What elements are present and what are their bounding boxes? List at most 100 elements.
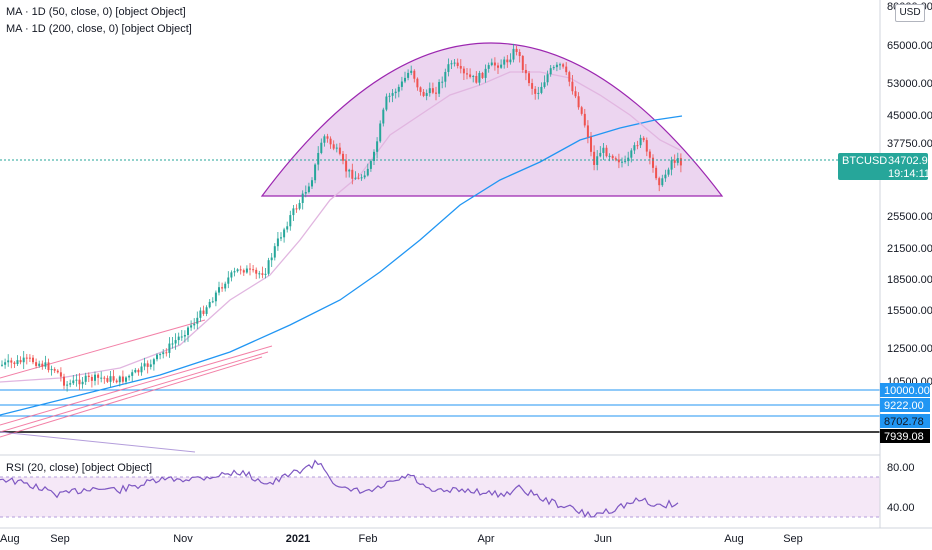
rsi-tick-label: 40.00 bbox=[887, 502, 915, 514]
price-tick-label: 53000.00 bbox=[887, 78, 932, 90]
candle-body bbox=[444, 71, 447, 82]
candle-body bbox=[230, 272, 233, 278]
trend-line-2 bbox=[0, 351, 269, 433]
candle-body bbox=[258, 273, 261, 275]
candle-body bbox=[109, 376, 112, 382]
time-tick-label: Aug bbox=[0, 533, 20, 545]
candle-body bbox=[546, 74, 549, 83]
candle-body bbox=[47, 362, 50, 371]
candle-body bbox=[664, 174, 667, 179]
candle-body bbox=[493, 62, 496, 66]
legend-rsi[interactable]: RSI (20, close) [object Object] bbox=[6, 462, 153, 474]
time-axis[interactable]: Aug Sep Nov 2021 Feb Apr Jun Aug Sep bbox=[0, 533, 803, 545]
candle-body bbox=[404, 77, 406, 82]
time-tick-label: 2021 bbox=[286, 533, 310, 545]
candle-body bbox=[410, 70, 413, 73]
price-tick-label: 25500.00 bbox=[887, 211, 932, 223]
candle-body bbox=[22, 357, 25, 363]
candle-body bbox=[314, 164, 317, 181]
candle-body bbox=[407, 72, 410, 78]
candle-body bbox=[373, 151, 375, 161]
candle-body bbox=[345, 160, 348, 172]
candle-body bbox=[261, 273, 264, 275]
candle-body bbox=[190, 325, 193, 328]
candle-body bbox=[617, 159, 620, 163]
candle-body bbox=[490, 62, 493, 66]
candle-body bbox=[580, 107, 583, 114]
candle-body bbox=[273, 246, 276, 258]
candle-body bbox=[323, 136, 326, 143]
candle-body bbox=[335, 147, 338, 149]
candle-body bbox=[379, 123, 382, 142]
candle-body bbox=[134, 369, 137, 373]
trend-lines bbox=[0, 319, 273, 438]
candle-body bbox=[87, 375, 90, 377]
trend-line-down bbox=[0, 431, 196, 453]
candle-body bbox=[475, 75, 478, 83]
candle-body bbox=[125, 377, 127, 382]
candle-body bbox=[369, 160, 372, 169]
candle-body bbox=[81, 381, 84, 385]
price-tick-label: 21500.00 bbox=[887, 243, 932, 255]
price-tick-label: 15500.00 bbox=[887, 305, 932, 317]
candle-body bbox=[84, 375, 87, 382]
candle-body bbox=[118, 376, 121, 383]
level-badge bbox=[880, 383, 930, 397]
candle-body bbox=[94, 374, 96, 381]
candle-body bbox=[661, 178, 664, 186]
candle-body bbox=[187, 327, 189, 336]
candle-body bbox=[137, 369, 140, 373]
candle-body bbox=[574, 91, 577, 97]
candle-body bbox=[503, 59, 506, 65]
candle-body bbox=[298, 202, 301, 209]
legend-ma50[interactable]: MA · 1D (50, close, 0) [object Object] bbox=[6, 6, 186, 18]
candle-body bbox=[624, 161, 627, 163]
rsi-axis[interactable]: 80.00 40.00 bbox=[887, 462, 915, 514]
time-tick-label: Nov bbox=[173, 533, 193, 545]
candle-body bbox=[320, 142, 323, 153]
candle-body bbox=[317, 152, 320, 165]
candle-body bbox=[162, 352, 165, 355]
candle-body bbox=[568, 72, 571, 82]
currency-button[interactable]: USD bbox=[895, 4, 925, 22]
candle-body bbox=[121, 376, 124, 382]
candle-body bbox=[245, 268, 248, 273]
candle-body bbox=[224, 283, 227, 289]
candle-body bbox=[515, 48, 518, 52]
candle-body bbox=[143, 363, 146, 367]
candle-body bbox=[438, 82, 441, 94]
candle-body bbox=[400, 81, 403, 87]
candle-body bbox=[53, 369, 56, 371]
price-tick-label: 37750.00 bbox=[887, 138, 932, 150]
candle-body bbox=[552, 67, 555, 69]
candle-body bbox=[462, 68, 465, 74]
candle-body bbox=[332, 144, 335, 149]
candle-body bbox=[264, 273, 267, 275]
candle-body bbox=[521, 55, 524, 70]
candle-body bbox=[478, 72, 481, 83]
candle-body bbox=[388, 95, 391, 97]
candle-body bbox=[13, 362, 16, 365]
candle-body bbox=[214, 292, 217, 302]
candle-body bbox=[447, 64, 450, 72]
candle-body bbox=[456, 62, 459, 66]
candle-body bbox=[459, 65, 462, 69]
candle-body bbox=[394, 91, 397, 94]
candle-body bbox=[329, 138, 332, 145]
candle-body bbox=[177, 336, 180, 341]
candle-body bbox=[72, 380, 75, 384]
candle-body bbox=[422, 91, 425, 96]
candle-body bbox=[348, 169, 351, 172]
candle-body bbox=[590, 136, 592, 152]
candle-body bbox=[152, 359, 155, 365]
candle-body bbox=[531, 83, 534, 89]
price-axis[interactable]: 80000.0065000.0053000.0045000.0037750.00… bbox=[887, 1, 932, 388]
candle-body bbox=[218, 287, 220, 293]
legend-ma200[interactable]: MA · 1D (200, close, 0) [object Object] bbox=[6, 23, 192, 35]
candle-body bbox=[599, 152, 602, 157]
candle-body bbox=[159, 354, 162, 356]
candle-body bbox=[518, 51, 521, 56]
candle-body bbox=[500, 64, 503, 68]
candle-body bbox=[78, 379, 81, 385]
